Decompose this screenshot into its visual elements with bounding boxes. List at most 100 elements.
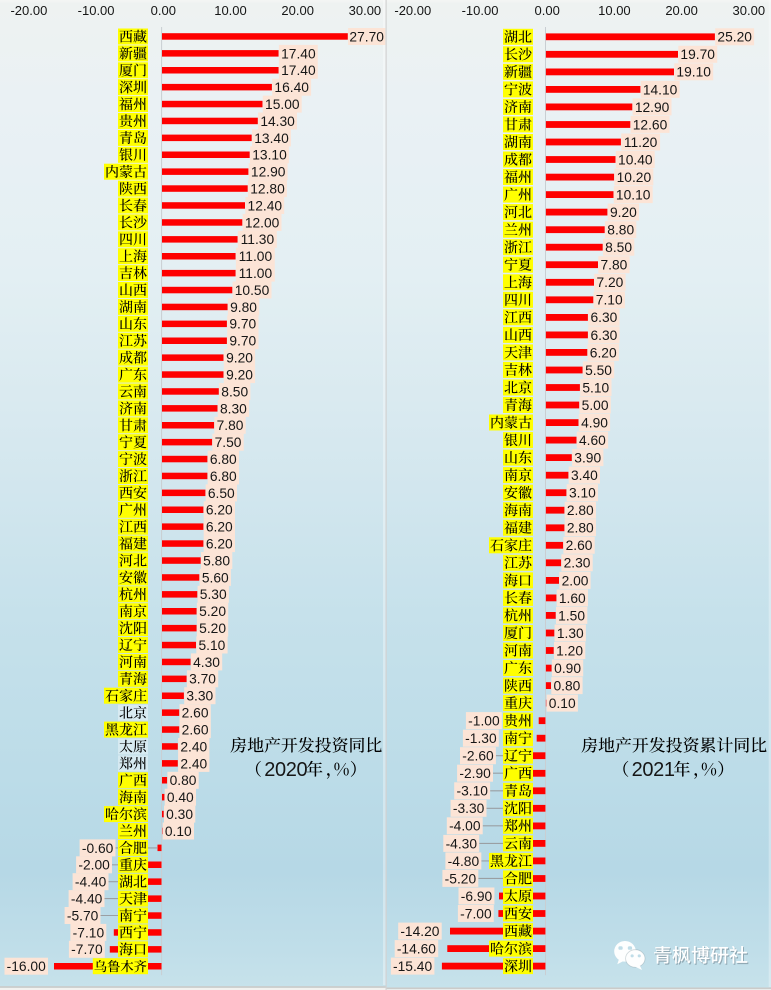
svg-text:-4.80: -4.80	[448, 854, 480, 869]
svg-text:2.40: 2.40	[180, 756, 207, 771]
svg-text:12.80: 12.80	[250, 182, 285, 197]
svg-text:3.90: 3.90	[574, 451, 601, 466]
svg-text:6.30: 6.30	[590, 310, 617, 325]
svg-text:-6.90: -6.90	[461, 889, 493, 904]
svg-text:1.30: 1.30	[557, 626, 584, 641]
svg-text:-0.60: -0.60	[82, 841, 114, 856]
svg-text:0.40: 0.40	[167, 790, 194, 805]
svg-text:5.20: 5.20	[199, 604, 226, 619]
svg-text:1.50: 1.50	[558, 608, 585, 623]
svg-text:10.00: 10.00	[214, 3, 247, 18]
svg-text:-4.00: -4.00	[449, 819, 481, 834]
svg-text:11.00: 11.00	[239, 249, 273, 264]
svg-text:0.00: 0.00	[151, 3, 176, 18]
svg-text:5.20: 5.20	[199, 621, 226, 636]
svg-text:10.00: 10.00	[598, 3, 631, 18]
svg-text:-4.30: -4.30	[446, 836, 478, 851]
svg-text:-20.00: -20.00	[10, 3, 47, 18]
svg-text:-4.40: -4.40	[71, 892, 103, 907]
svg-text:-14.60: -14.60	[397, 942, 436, 957]
svg-text:-1.00: -1.00	[468, 714, 500, 729]
svg-text:6.20: 6.20	[206, 537, 233, 552]
svg-text:6.30: 6.30	[590, 328, 617, 343]
svg-text:12.90: 12.90	[251, 165, 286, 180]
svg-text:1.20: 1.20	[556, 643, 583, 658]
svg-text:11.00: 11.00	[239, 266, 273, 281]
svg-text:6.20: 6.20	[590, 345, 617, 360]
svg-text:-7.00: -7.00	[460, 906, 492, 921]
svg-text:-3.30: -3.30	[453, 801, 485, 816]
svg-text:9.20: 9.20	[226, 351, 253, 366]
svg-text:8.30: 8.30	[220, 401, 247, 416]
svg-text:10.20: 10.20	[617, 170, 652, 185]
svg-text:5.80: 5.80	[203, 553, 230, 568]
svg-text:14.10: 14.10	[643, 82, 678, 97]
svg-text:16.40: 16.40	[274, 80, 309, 95]
svg-text:11.20: 11.20	[624, 135, 658, 150]
svg-text:-14.20: -14.20	[400, 924, 439, 939]
svg-text:0.80: 0.80	[553, 679, 580, 694]
svg-text:1.60: 1.60	[559, 591, 586, 606]
svg-text:0.00: 0.00	[535, 3, 560, 18]
svg-text:13.10: 13.10	[252, 148, 287, 163]
svg-text:-10.00: -10.00	[78, 3, 115, 18]
svg-text:-2.90: -2.90	[459, 766, 491, 781]
svg-text:0: 0	[275, 759, 286, 781]
svg-text:19.70: 19.70	[680, 47, 715, 62]
svg-text:-7.10: -7.10	[73, 925, 105, 940]
svg-text:20.00: 20.00	[665, 3, 698, 18]
svg-text:11.30: 11.30	[241, 232, 275, 247]
svg-text:7.80: 7.80	[600, 258, 627, 273]
svg-text:6.80: 6.80	[210, 469, 237, 484]
svg-text:7.20: 7.20	[596, 275, 623, 290]
svg-text:25.20: 25.20	[717, 30, 752, 45]
svg-text:7.10: 7.10	[596, 293, 623, 308]
svg-text:14.30: 14.30	[260, 114, 295, 129]
svg-text:2: 2	[286, 759, 297, 781]
svg-text:-20.00: -20.00	[394, 3, 431, 18]
svg-text:-4.40: -4.40	[75, 875, 107, 890]
svg-text:-2.60: -2.60	[462, 749, 494, 764]
svg-text:0: 0	[296, 759, 307, 781]
svg-text:-10.00: -10.00	[462, 3, 499, 18]
svg-text:0.90: 0.90	[554, 661, 581, 676]
svg-text:-15.40: -15.40	[393, 959, 432, 974]
svg-text:5.10: 5.10	[198, 638, 225, 653]
svg-text:6.50: 6.50	[208, 486, 235, 501]
svg-text:10.50: 10.50	[235, 283, 270, 298]
svg-text:9.70: 9.70	[229, 317, 256, 332]
svg-text:7.50: 7.50	[215, 435, 242, 450]
svg-text:6.80: 6.80	[210, 452, 237, 467]
svg-text:4.30: 4.30	[193, 655, 220, 670]
svg-text:2.60: 2.60	[182, 706, 209, 721]
svg-text:-5.70: -5.70	[67, 908, 99, 923]
svg-text:2.00: 2.00	[562, 573, 589, 588]
svg-text:0.10: 0.10	[549, 696, 576, 711]
svg-text:10.40: 10.40	[618, 152, 653, 167]
svg-text:2: 2	[632, 759, 643, 781]
svg-text:6.20: 6.20	[206, 520, 233, 535]
svg-text:12.60: 12.60	[633, 117, 668, 132]
svg-text:2.80: 2.80	[567, 503, 594, 518]
svg-text:-2.00: -2.00	[78, 858, 110, 873]
svg-text:12.00: 12.00	[245, 215, 280, 230]
svg-text:12.40: 12.40	[248, 198, 283, 213]
svg-text:-1.30: -1.30	[465, 731, 497, 746]
svg-text:9.20: 9.20	[610, 205, 637, 220]
svg-text:12.90: 12.90	[635, 100, 670, 115]
svg-text:10.10: 10.10	[616, 188, 651, 203]
svg-text:27.70: 27.70	[349, 29, 384, 44]
svg-text:2.60: 2.60	[182, 723, 209, 738]
svg-text:4.60: 4.60	[579, 433, 606, 448]
svg-text:3.30: 3.30	[186, 689, 213, 704]
svg-text:30.00: 30.00	[349, 3, 382, 18]
svg-text:2.60: 2.60	[566, 538, 593, 553]
svg-text:15.00: 15.00	[265, 97, 300, 112]
svg-text:0: 0	[642, 759, 653, 781]
svg-text:2.80: 2.80	[567, 521, 594, 536]
svg-text:19.10: 19.10	[676, 65, 711, 80]
svg-text:3.10: 3.10	[569, 486, 596, 501]
svg-text:3.40: 3.40	[571, 468, 598, 483]
svg-text:7.80: 7.80	[217, 418, 244, 433]
svg-text:5.30: 5.30	[200, 587, 227, 602]
